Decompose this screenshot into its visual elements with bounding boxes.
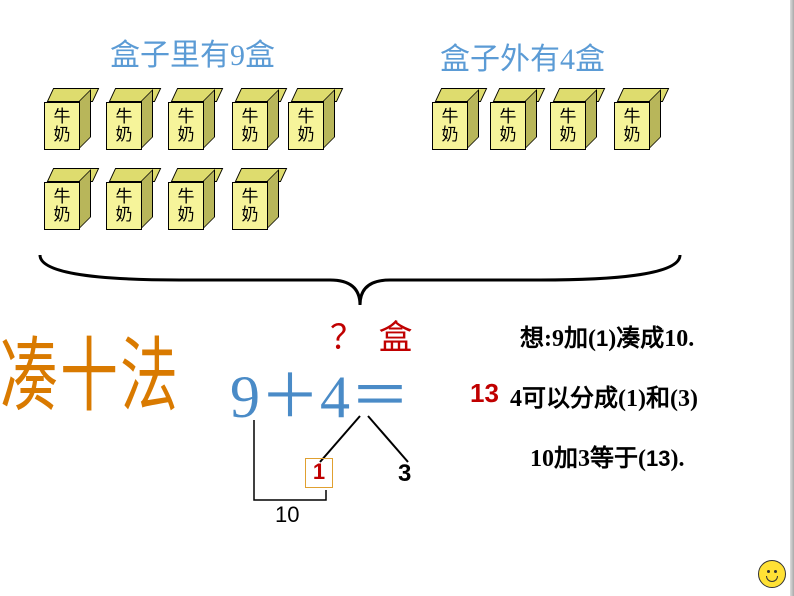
equation-result: 13: [470, 378, 499, 409]
method-title: 凑十法: [0, 310, 180, 428]
left-group-label: 盒子里有9盒: [110, 30, 275, 74]
combine-value: 10: [275, 502, 299, 528]
side-line-3: 10加3等于(13).: [530, 438, 684, 473]
side-line-2: 4可以分成(1)和(3): [510, 378, 698, 413]
split-right: 3: [398, 460, 411, 488]
edge-shadow: [790, 0, 794, 596]
milk-box: 牛奶: [44, 168, 90, 230]
curly-brace: [30, 240, 690, 320]
milk-box: 牛奶: [550, 88, 596, 150]
milk-box: 牛奶: [106, 88, 152, 150]
milk-box: 牛奶: [432, 88, 478, 150]
milk-box: 牛奶: [168, 168, 214, 230]
milk-box: 牛奶: [106, 168, 152, 230]
milk-box: 牛奶: [44, 88, 90, 150]
milk-box: 牛奶: [232, 88, 278, 150]
smiley-icon: [758, 560, 786, 588]
right-group-label: 盒子外有4盒: [440, 34, 605, 78]
milk-box: 牛奶: [168, 88, 214, 150]
side-line-1: 想:9加(1)凑成10.: [520, 318, 694, 353]
milk-box: 牛奶: [288, 88, 334, 150]
milk-box: 牛奶: [232, 168, 278, 230]
milk-box: 牛奶: [490, 88, 536, 150]
milk-box: 牛奶: [614, 88, 660, 150]
